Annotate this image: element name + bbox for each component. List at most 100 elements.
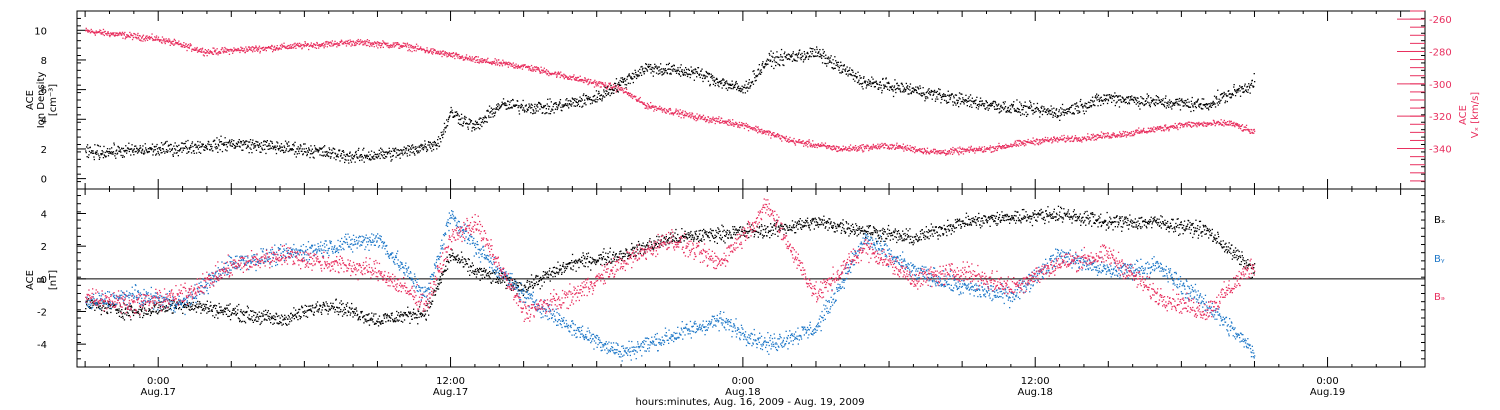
density-point: [1082, 107, 1084, 109]
vx-point: [328, 41, 330, 44]
vx-point: [456, 53, 458, 55]
vx-point: [220, 52, 222, 54]
vx-point: [276, 45, 278, 47]
density-point: [764, 63, 766, 65]
vx-point: [1014, 144, 1016, 146]
density-point: [126, 152, 128, 154]
vx-point: [529, 66, 531, 68]
density-point: [349, 152, 351, 154]
density-point: [610, 84, 612, 87]
density-point: [146, 151, 148, 153]
density-point: [306, 154, 308, 157]
vx-point: [713, 119, 715, 121]
vx-point: [365, 40, 367, 42]
vx-point: [533, 69, 535, 71]
vx-point: [195, 49, 197, 51]
vx-point: [682, 114, 685, 117]
vx-point: [681, 111, 684, 114]
density-point: [964, 99, 967, 101]
density-point: [1115, 95, 1117, 97]
vx-point: [994, 148, 996, 150]
vx-point: [665, 112, 667, 114]
vx-point: [304, 42, 307, 44]
vx-point: [109, 34, 111, 36]
vx-point: [125, 36, 127, 38]
density-point: [747, 87, 750, 89]
vx-point: [532, 66, 534, 69]
vx-point: [550, 73, 553, 75]
vx-point: [171, 41, 173, 43]
density-point: [966, 105, 968, 107]
vx-point: [1018, 143, 1021, 145]
vx-point: [916, 150, 919, 152]
vx-point: [1197, 124, 1199, 126]
vx-point: [317, 44, 319, 46]
density-point: [787, 58, 789, 60]
density-point: [125, 145, 127, 147]
vx-point: [595, 83, 597, 85]
vx-point: [486, 59, 488, 61]
density-point: [869, 81, 871, 83]
density-point: [606, 86, 608, 88]
density-point: [526, 108, 528, 110]
vx-point: [723, 122, 725, 124]
density-point: [520, 103, 522, 106]
density-point: [556, 108, 558, 111]
density-point: [706, 76, 708, 78]
density-point: [1063, 109, 1065, 111]
vx-point: [106, 33, 108, 35]
vx-point: [702, 114, 705, 116]
vx-point: [1090, 139, 1092, 141]
density-point: [213, 140, 215, 142]
vx-point: [918, 149, 920, 151]
density-point: [497, 103, 499, 105]
density-point: [846, 70, 849, 72]
density-point: [317, 149, 319, 151]
vx-point: [563, 78, 565, 80]
vx-point: [431, 52, 433, 54]
vx-point: [424, 50, 426, 52]
density-point: [1101, 99, 1103, 101]
vx-point: [761, 128, 763, 130]
vx-point: [330, 42, 333, 44]
density-point: [622, 78, 624, 81]
vx-point: [194, 49, 196, 51]
density-point: [607, 93, 609, 95]
density-point: [270, 147, 273, 149]
density-point: [397, 149, 399, 151]
density-point: [566, 103, 568, 105]
density-point: [613, 92, 615, 94]
density-point: [410, 147, 412, 149]
vx-point: [841, 150, 843, 152]
density-point: [311, 153, 313, 155]
density-point: [497, 109, 500, 111]
density-point: [938, 92, 941, 94]
vx-point: [117, 33, 119, 35]
density-point: [719, 81, 721, 83]
vx-point: [1112, 132, 1114, 134]
density-point: [100, 154, 102, 156]
density-point: [969, 105, 971, 108]
density-point: [901, 83, 903, 86]
vx-point: [699, 118, 701, 120]
density-point: [1110, 96, 1112, 98]
density-point: [303, 148, 305, 150]
density-point: [1119, 99, 1121, 101]
density-point: [1020, 114, 1022, 116]
density-point: [369, 157, 371, 160]
density-point: [546, 103, 548, 105]
vx-point: [537, 69, 539, 71]
vx-point: [148, 35, 150, 38]
vx-point: [454, 53, 456, 55]
vx-point: [286, 45, 288, 48]
density-point: [1106, 94, 1108, 96]
density-point: [1103, 98, 1105, 101]
vx-point: [1163, 128, 1165, 131]
vx-point: [464, 58, 466, 61]
density-point: [100, 153, 102, 155]
vx-point: [1232, 124, 1234, 126]
density-point: [238, 142, 240, 144]
vx-point: [882, 144, 884, 146]
density-point: [1085, 110, 1087, 112]
vx-point: [1031, 142, 1033, 145]
